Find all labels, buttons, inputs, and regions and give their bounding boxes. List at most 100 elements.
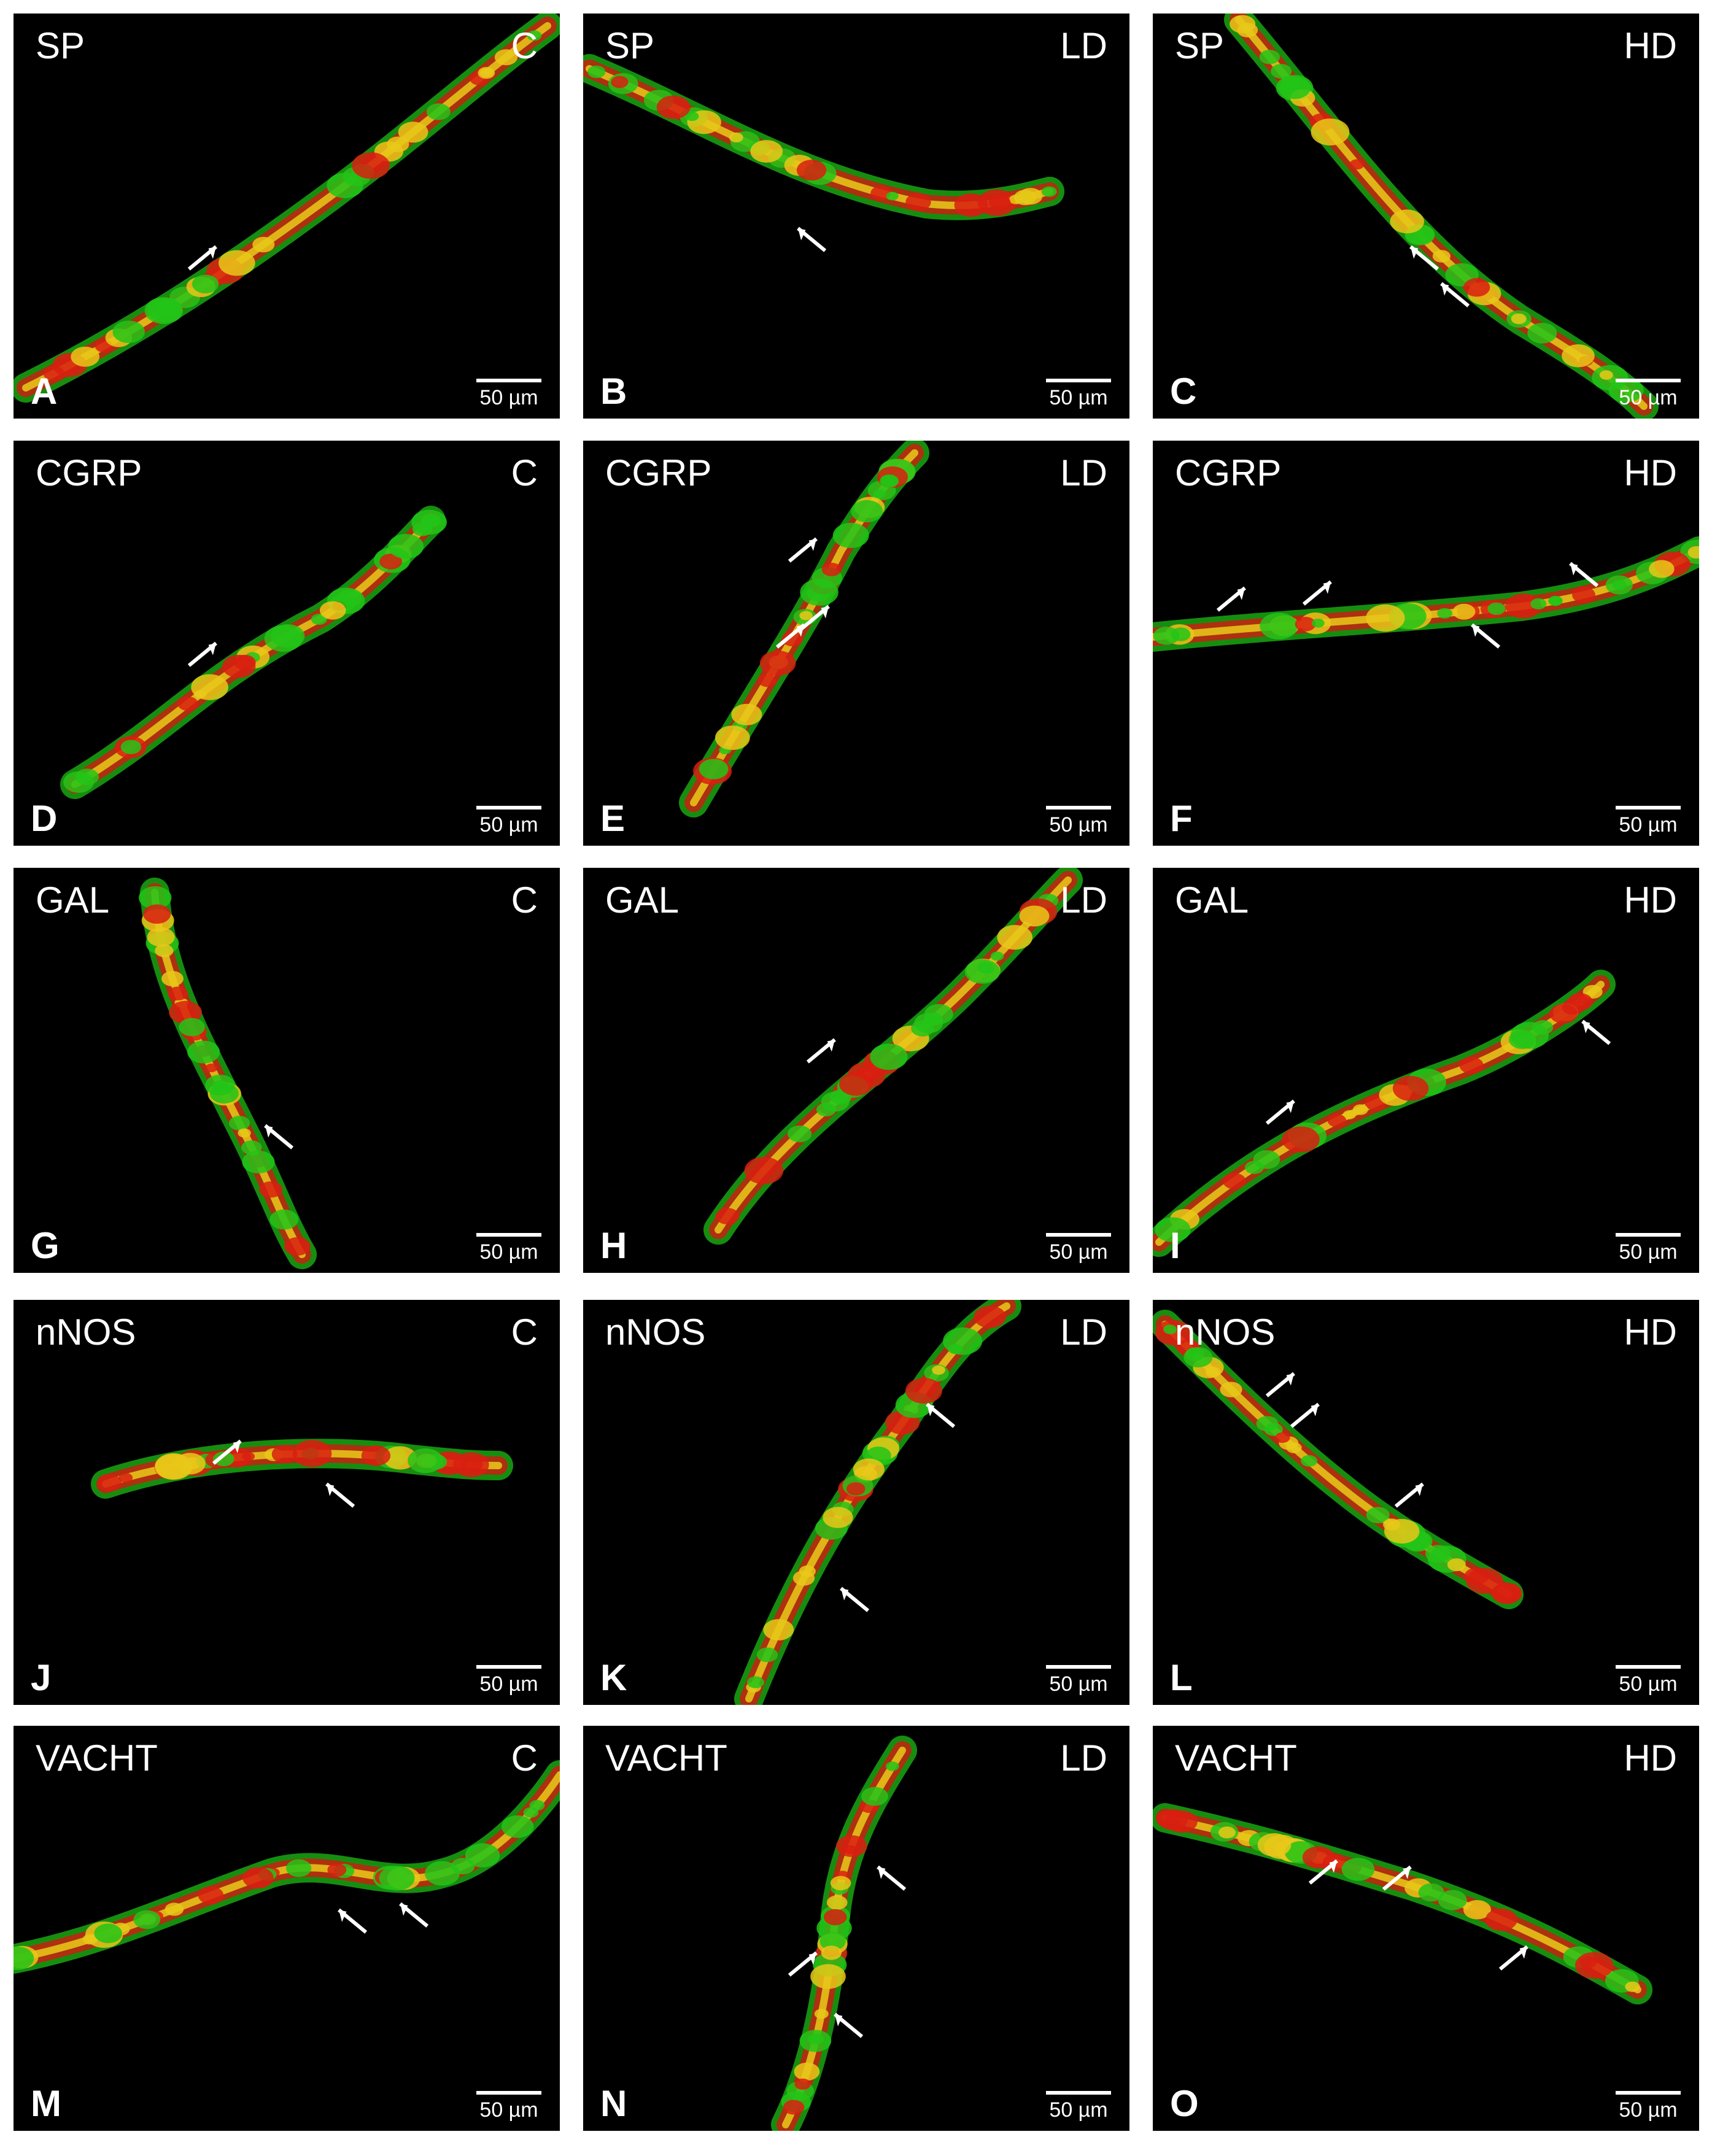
- scale-bar-line: [1046, 2091, 1111, 2095]
- scale-bar-label: 50 µm: [1049, 1672, 1108, 1696]
- scale-bar: 50 µm: [1616, 806, 1681, 837]
- scale-bar: 50 µm: [1046, 806, 1111, 837]
- panel-letter: K: [600, 1657, 627, 1698]
- scale-bar-line: [1616, 806, 1681, 809]
- group-label: HD: [1624, 1312, 1677, 1353]
- group-label: LD: [1060, 1312, 1107, 1353]
- arrow-icon: [1265, 1099, 1295, 1125]
- group-label: C: [511, 1737, 538, 1779]
- scale-bar-label: 50 µm: [1619, 1240, 1678, 1264]
- nerve-fibre-image: [771, 1736, 917, 2131]
- scale-bar-line: [1616, 1665, 1681, 1669]
- nerve-fibre-image: [1153, 536, 1699, 652]
- nerve-fibre-image: [91, 1439, 513, 1508]
- group-label: HD: [1624, 25, 1677, 66]
- scale-bar-label: 50 µm: [1619, 386, 1678, 409]
- arrow-icon: [800, 605, 830, 630]
- arrow-icon: [325, 1482, 355, 1508]
- marker-label: nNOS: [605, 1312, 706, 1353]
- arrow-icon: [1302, 580, 1332, 606]
- scale-bar: 50 µm: [1046, 2091, 1111, 2122]
- group-label: C: [511, 1312, 538, 1353]
- micrograph-panel: nNOS HD L 50 µm: [1153, 1300, 1699, 1705]
- scale-bar: 50 µm: [1046, 379, 1111, 410]
- scale-bar-line: [1046, 1665, 1111, 1669]
- arrow-icon: [788, 1951, 818, 1977]
- scale-bar-line: [1616, 379, 1681, 382]
- arrow-icon: [1440, 282, 1470, 307]
- arrow-icon: [1394, 1482, 1424, 1508]
- scale-bar: 50 µm: [476, 2091, 541, 2122]
- panel-letter: M: [31, 2083, 61, 2124]
- nerve-fibre-image: [138, 878, 317, 1269]
- panel-letter: B: [600, 371, 627, 412]
- panel-letter: A: [31, 371, 58, 412]
- scale-bar-label: 50 µm: [1049, 2098, 1108, 2122]
- nerve-fibre-image: [1224, 14, 1659, 419]
- marker-label: GAL: [605, 879, 680, 921]
- scale-bar-label: 50 µm: [1049, 386, 1108, 409]
- micrograph-panel: CGRP C D 50 µm: [14, 441, 560, 846]
- micrograph-panel: GAL LD H 50 µm: [583, 868, 1129, 1273]
- scale-bar: 50 µm: [1616, 2091, 1681, 2122]
- group-label: LD: [1060, 879, 1107, 921]
- arrow-icon: [187, 641, 217, 667]
- scale-bar: 50 µm: [476, 1233, 541, 1264]
- scale-bar-line: [1616, 1233, 1681, 1237]
- nerve-fibre-image: [60, 506, 447, 799]
- scale-bar-line: [1616, 2091, 1681, 2095]
- micrograph-panel: GAL HD I 50 µm: [1153, 868, 1699, 1273]
- scale-bar-line: [476, 2091, 541, 2095]
- arrow-icon: [806, 1038, 836, 1064]
- marker-label: SP: [36, 25, 85, 66]
- marker-label: VACHT: [1175, 1737, 1297, 1779]
- panel-letter: C: [1170, 371, 1197, 412]
- scale-bar: 50 µm: [1046, 1665, 1111, 1696]
- scale-bar: 50 µm: [476, 1665, 541, 1696]
- scale-bar-label: 50 µm: [479, 1240, 538, 1264]
- arrow-icon: [834, 2012, 864, 2038]
- nerve-fibre-image: [703, 868, 1083, 1245]
- scale-bar-line: [476, 379, 541, 382]
- arrow-icon: [1382, 1865, 1412, 1891]
- group-label: C: [511, 452, 538, 493]
- arrow-icon: [788, 537, 818, 563]
- scale-bar-line: [476, 1233, 541, 1237]
- panel-letter: J: [31, 1657, 52, 1698]
- scale-bar-label: 50 µm: [479, 1672, 538, 1696]
- scale-bar: 50 µm: [476, 806, 541, 837]
- marker-label: VACHT: [605, 1737, 727, 1779]
- nerve-fibre-image: [734, 1300, 1021, 1705]
- arrow-icon: [1308, 1859, 1338, 1885]
- marker-label: GAL: [36, 879, 110, 921]
- scale-bar-label: 50 µm: [479, 2098, 538, 2122]
- nerve-fibre-image: [583, 54, 1064, 252]
- arrow-icon: [797, 226, 827, 252]
- arrow-icon: [264, 1124, 294, 1149]
- micrograph-panel: VACHT HD O 50 µm: [1153, 1726, 1699, 2131]
- micrograph-panel: nNOS LD K 50 µm: [583, 1300, 1129, 1705]
- arrow-icon: [212, 1439, 242, 1465]
- group-label: LD: [1060, 25, 1107, 66]
- panel-letter: H: [600, 1225, 627, 1266]
- micrograph-panel: GAL C G 50 µm: [14, 868, 560, 1273]
- marker-label: SP: [605, 25, 655, 66]
- scale-bar-label: 50 µm: [1619, 1672, 1678, 1696]
- panel-letter: O: [1170, 2083, 1199, 2124]
- nerve-fibre-image: [1153, 1310, 1524, 1609]
- marker-label: nNOS: [1175, 1312, 1276, 1353]
- marker-label: CGRP: [36, 452, 142, 493]
- arrow-icon: [1216, 586, 1246, 612]
- arrow-icon: [187, 245, 217, 271]
- arrow-icon: [1569, 562, 1599, 587]
- scale-bar-line: [476, 1665, 541, 1669]
- arrow-icon: [399, 1902, 429, 1928]
- scale-bar: 50 µm: [1616, 1233, 1681, 1264]
- nerve-fibre-image: [679, 441, 929, 817]
- scale-bar-label: 50 µm: [1619, 2098, 1678, 2122]
- panel-letter: F: [1170, 798, 1193, 839]
- marker-label: CGRP: [605, 452, 712, 493]
- arrow-icon: [877, 1865, 907, 1891]
- arrow-icon: [1265, 1372, 1295, 1397]
- arrow-icon: [338, 1908, 368, 1934]
